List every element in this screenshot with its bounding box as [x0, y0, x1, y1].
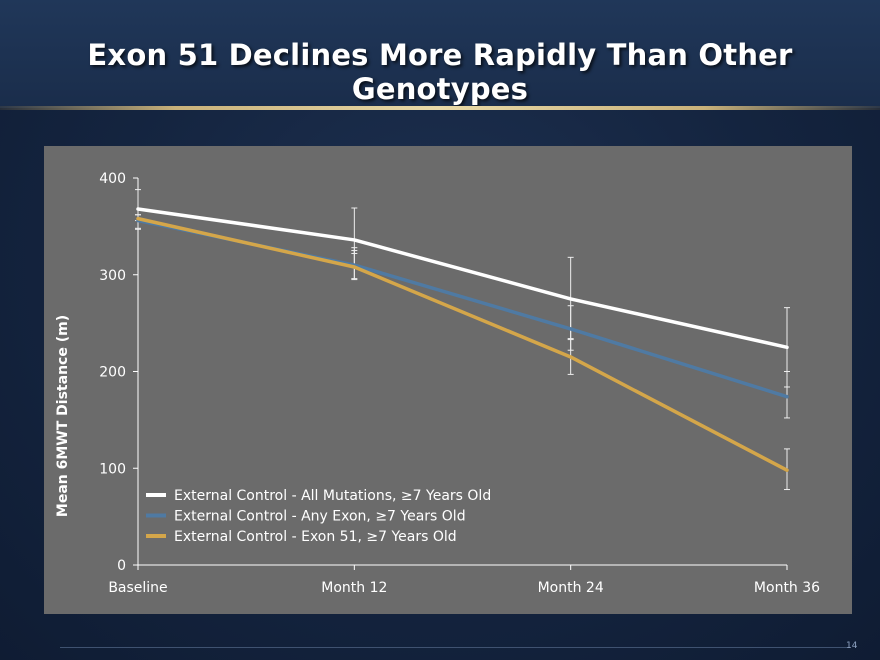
legend-label: External Control - Exon 51, ≥7 Years Old: [174, 529, 457, 545]
series-line: [136, 207, 789, 350]
chart-axes: 0 100 200 300 400 Baseline Month 12 Month 24 Mon…: [99, 171, 820, 596]
chart-legend: External Control - All Mutations, ≥7 Yea…: [146, 488, 491, 545]
error-bar: [351, 207, 358, 254]
title-bar: [0, 0, 880, 108]
page-number: 14: [846, 641, 858, 651]
chart-panel: 0 100 200 300 400 Baseline Month 12 Month 24 Mon…: [44, 146, 852, 614]
y-tick-label: 100: [99, 461, 126, 477]
y-tick-label: 200: [99, 365, 126, 381]
series-lines: [136, 207, 789, 472]
y-tick-label: 400: [99, 171, 126, 187]
line-chart: 0 100 200 300 400 Baseline Month 12 Month 24 Mon…: [55, 171, 820, 596]
legend-label: External Control - All Mutations, ≥7 Yea…: [174, 488, 491, 504]
legend-label: External Control - Any Exon, ≥7 Years Ol…: [174, 509, 466, 525]
series-line: [136, 216, 789, 472]
x-tick-label: Baseline: [108, 580, 167, 596]
y-axis-label: Mean 6MWT Distance (m): [55, 315, 71, 517]
legend-item: External Control - Any Exon, ≥7 Years Ol…: [146, 509, 466, 525]
x-tick-label: Month 12: [321, 580, 387, 596]
y-tick-label: 300: [99, 268, 126, 284]
error-bars: [135, 189, 790, 491]
x-tick-label: Month 24: [538, 580, 604, 596]
y-tick-label: 0: [117, 558, 126, 574]
title-divider: [0, 106, 880, 110]
legend-item: External Control - All Mutations, ≥7 Yea…: [146, 488, 491, 504]
legend-item: External Control - Exon 51, ≥7 Years Old: [146, 529, 457, 545]
footer-divider: [60, 647, 850, 648]
error-bar: [784, 371, 790, 419]
x-tick-label: Month 36: [754, 580, 820, 596]
series-line: [136, 218, 789, 399]
slide-title: Exon 51 Declines More Rapidly Than Other…: [87, 38, 793, 106]
